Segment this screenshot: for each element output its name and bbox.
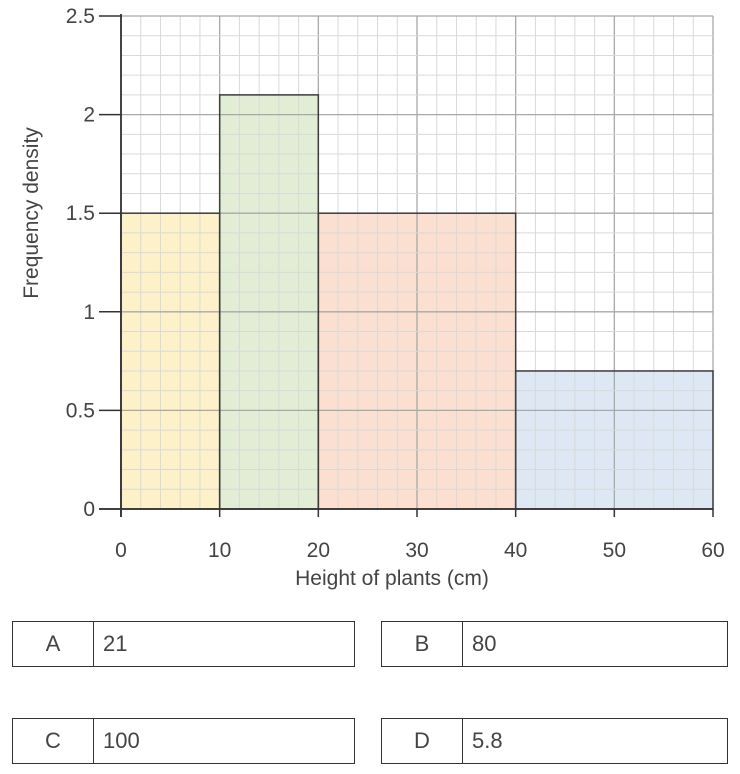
option-d[interactable]: D 5.8 xyxy=(381,718,728,764)
y-tick-label: 1.5 xyxy=(66,202,95,225)
option-value: 100 xyxy=(103,728,140,753)
option-letter: D xyxy=(382,719,463,763)
option-a[interactable]: A 21 xyxy=(12,621,355,667)
y-tick-label: 2 xyxy=(83,104,95,127)
y-tick-label: 0.5 xyxy=(66,399,95,422)
tick-labels: 0 10 20 30 40 50 60 0 0.5 1 1.5 2 2.5 xyxy=(66,5,725,562)
y-tick-label: 2.5 xyxy=(66,5,95,28)
option-value: 5.8 xyxy=(472,728,503,753)
histogram-bar-1 xyxy=(219,94,319,509)
y-tick-label: 1 xyxy=(83,301,95,324)
option-letter: C xyxy=(13,719,94,763)
x-tick-label: 20 xyxy=(307,539,330,562)
histogram-bar-0 xyxy=(121,213,220,509)
y-tick-label: 0 xyxy=(83,498,95,521)
option-letter: A xyxy=(13,622,94,666)
histogram-chart: 0 10 20 30 40 50 60 0 0.5 1 1.5 2 2.5 Height of plan… xyxy=(20,5,725,590)
option-value: 80 xyxy=(472,631,497,656)
option-b[interactable]: B 80 xyxy=(381,621,728,667)
x-tick-label: 10 xyxy=(208,539,231,562)
x-tick-label: 0 xyxy=(115,539,127,562)
option-letter: B xyxy=(382,622,463,666)
x-tick-label: 50 xyxy=(603,539,626,562)
y-axis-label: Frequency density xyxy=(20,127,43,299)
option-value: 21 xyxy=(103,631,128,656)
x-axis-label: Height of plants (cm) xyxy=(295,567,489,590)
axes-layer xyxy=(99,14,714,517)
x-tick-label: 40 xyxy=(504,539,527,562)
x-tick-label: 60 xyxy=(701,539,724,562)
option-c[interactable]: C 100 xyxy=(12,718,355,764)
x-tick-label: 30 xyxy=(405,539,428,562)
